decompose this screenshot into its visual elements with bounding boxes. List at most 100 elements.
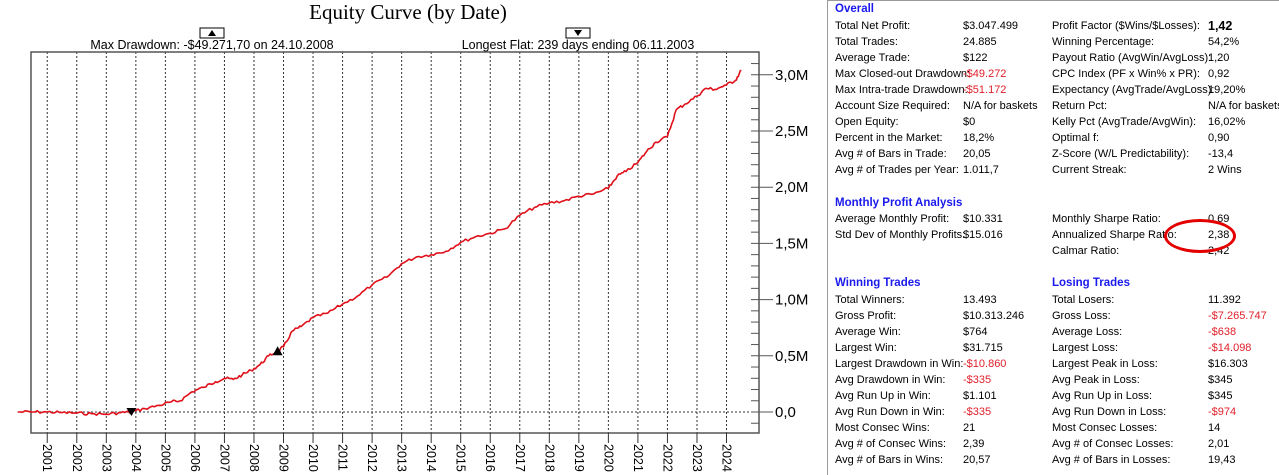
x-tick-label: 2022 — [660, 444, 674, 472]
losing-value: -$974 — [1208, 406, 1237, 418]
monthly-left-label: Average Monthly Profit: — [835, 213, 950, 225]
losing-label: Avg Peak in Loss: — [1052, 374, 1140, 386]
x-tick-label: 2019 — [572, 444, 586, 472]
monthly-left-label: Std Dev of Monthly Profits: — [835, 229, 966, 241]
winning-value: 2,39 — [963, 438, 985, 450]
overall-left-label: Avg # of Bars in Trade: — [835, 148, 947, 160]
overall-right-value: N/A for baskets — [1208, 100, 1279, 112]
winning-label: Avg Run Down in Win: — [835, 406, 945, 418]
triangle-up-icon — [208, 30, 216, 36]
x-tick-label: 2001 — [40, 444, 54, 472]
max-drawdown-marker — [272, 346, 283, 356]
overall-right-label: Return Pct: — [1052, 100, 1108, 112]
overall-right-label: Expectancy (AvgTrade/AvgLoss): — [1052, 84, 1215, 96]
losing-value: -$14.098 — [1208, 342, 1252, 354]
overall-left-label: Avg # of Trades per Year: — [835, 164, 959, 176]
losing-label: Largest Loss: — [1052, 342, 1119, 354]
losing-value: -$7.265.747 — [1208, 310, 1267, 322]
x-tick-label: 2009 — [277, 444, 291, 472]
overall-right-label: Profit Factor ($Wins/$Losses): — [1052, 20, 1200, 32]
x-tick-label: 2012 — [365, 444, 379, 472]
overall-right-label: Kelly Pct (AvgTrade/AvgWin): — [1052, 116, 1197, 128]
x-tick-label: 2003 — [99, 444, 113, 472]
winning-label: Avg Drawdown in Win: — [835, 374, 946, 386]
losing-label: Most Consec Losses: — [1052, 422, 1158, 434]
equity-line — [17, 69, 742, 416]
x-tick-label: 2020 — [601, 444, 615, 472]
overall-right-label: Optimal f: — [1052, 132, 1100, 144]
losing-value: $16.303 — [1208, 358, 1248, 370]
x-tick-label: 2010 — [306, 444, 320, 472]
monthly-right-label: Calmar Ratio: — [1052, 245, 1120, 257]
overall-right-value: 54,2% — [1208, 36, 1240, 48]
longest-flat-label: Longest Flat: 239 days ending 06.11.2003 — [462, 38, 695, 52]
overall-right-label: Winning Percentage: — [1052, 36, 1155, 48]
plot-frame — [30, 51, 760, 434]
losing-value: $345 — [1208, 390, 1233, 402]
losing-value: 19,43 — [1208, 454, 1236, 466]
winning-value: $10.313.246 — [963, 310, 1025, 322]
x-tick-label: 2002 — [70, 444, 84, 472]
overall-right-value: 0,92 — [1208, 68, 1230, 80]
x-tick-label: 2013 — [395, 444, 409, 472]
losing-value: 2,01 — [1208, 438, 1230, 450]
monthly-right-label: Monthly Sharpe Ratio: — [1052, 213, 1161, 225]
winning-value: $31.715 — [963, 342, 1003, 354]
winning-value: 21 — [963, 422, 976, 434]
overall-left-value: 1.011,7 — [963, 164, 999, 176]
overall-left-label: Percent in the Market: — [835, 132, 943, 144]
x-tick-label: 2021 — [631, 444, 645, 472]
x-tick-label: 2007 — [217, 444, 231, 472]
losing-label: Gross Loss: — [1052, 310, 1111, 322]
y-tick-label: 0,0 — [775, 404, 796, 421]
losing-label: Avg # of Consec Losses: — [1052, 438, 1174, 450]
winning-label: Largest Win: — [835, 342, 897, 354]
x-tick-label: 2008 — [247, 444, 261, 472]
overall-left-label: Total Net Profit: — [835, 20, 911, 32]
losing-label: Avg Run Down in Loss: — [1052, 406, 1167, 418]
monthly-left-value: $15.016 — [963, 229, 1003, 241]
section-title-monthly: Monthly Profit Analysis — [835, 197, 963, 209]
overall-right-label: Payout Ratio (AvgWin/AvgLoss): — [1052, 52, 1212, 64]
x-tick-label: 2023 — [690, 444, 704, 472]
losing-value: 11.392 — [1208, 294, 1241, 306]
overall-left-label: Max Closed-out Drawdown: — [835, 68, 971, 80]
overall-right-value: 2 Wins — [1208, 164, 1242, 176]
losing-label: Avg # of Bars in Losses: — [1052, 454, 1171, 466]
overall-right-value: 0,90 — [1208, 132, 1230, 144]
triangle-down-icon — [574, 30, 582, 36]
section-title-losing: Losing Trades — [1052, 277, 1130, 289]
overall-right-value: 16,02% — [1208, 116, 1246, 128]
losing-value: $345 — [1208, 374, 1233, 386]
performance-summary-panel: Overall Total Net Profit: $3.047.499 Total … — [827, 0, 1279, 475]
losing-label: Largest Peak in Loss: — [1052, 358, 1158, 370]
overall-left-value: $122 — [963, 52, 988, 64]
winning-value: -$335 — [963, 406, 992, 418]
x-tick-label: 2014 — [424, 444, 438, 472]
section-title-winning: Winning Trades — [835, 277, 921, 289]
losing-label: Avg Run Up in Loss: — [1052, 390, 1153, 402]
overall-left-value: 20,05 — [963, 148, 991, 160]
winning-label: Gross Profit: — [835, 310, 897, 322]
overall-right-value: -13,4 — [1208, 148, 1234, 160]
overall-left-value: 18,2% — [963, 132, 995, 144]
overall-left-value: 24.885 — [963, 36, 997, 48]
losing-label: Average Loss: — [1052, 326, 1123, 338]
overall-left-value: $3.047.499 — [963, 20, 1019, 32]
overall-right-label: Z-Score (W/L Predictability): — [1052, 148, 1190, 160]
x-tick-label: 2011 — [336, 444, 350, 471]
x-tick-label: 2015 — [454, 444, 468, 472]
x-tick-label: 2016 — [483, 444, 497, 472]
winning-label: Most Consec Wins: — [835, 422, 930, 434]
overall-left-value: $0 — [963, 116, 976, 128]
overall-left-value: -$51.172 — [963, 84, 1007, 96]
longest-flat-end-marker — [126, 408, 137, 416]
monthly-right-value: 0,69 — [1208, 213, 1230, 225]
x-tick-label: 2018 — [542, 444, 556, 472]
monthly-right-value: 2,42 — [1208, 245, 1230, 257]
overall-left-label: Max Intra-trade Drawdown: — [835, 84, 968, 96]
equity-chart-area: Equity Curve (by Date) Max Drawdown: -$4… — [17, 0, 808, 472]
overall-right-value: 1,42 — [1208, 19, 1233, 33]
losing-value: 14 — [1208, 422, 1221, 434]
max-drawdown-label: Max Drawdown: -$49.271,70 on 24.10.2008 — [90, 38, 333, 52]
